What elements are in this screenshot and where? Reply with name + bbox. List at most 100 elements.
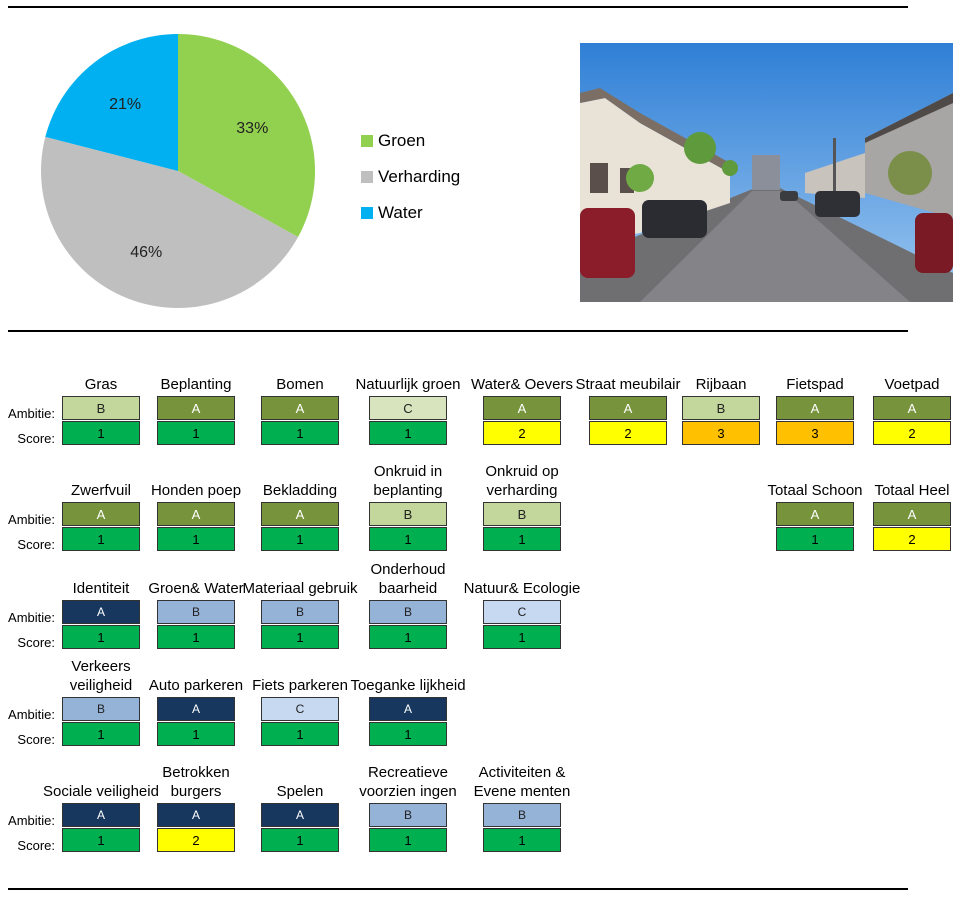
ambitie-box: A: [873, 396, 951, 420]
ambitie-box: A: [776, 502, 854, 526]
aspect-title: Groen& Water: [148, 580, 244, 597]
ambitie-box: B: [157, 600, 235, 624]
aspect-cell: Zwerfvuil A 1: [62, 482, 140, 551]
legend-label: Groen: [378, 131, 426, 150]
aspect-title: Honden poep: [150, 482, 242, 499]
aspect-cell: Totaal Heel A 2: [873, 482, 951, 551]
ambitie-box: A: [157, 697, 235, 721]
aspect-title: Totaal Heel: [874, 482, 950, 499]
score-box: 1: [369, 722, 447, 746]
aspect-title: Onderhoud baarheid: [370, 561, 446, 597]
score-box: 1: [261, 625, 339, 649]
aspect-title: Rijbaan: [695, 376, 747, 393]
score-box: 1: [261, 421, 339, 445]
aspect-cell: Beplanting A 1: [157, 376, 235, 445]
aspect-title: Recreatieve voorzien ingen: [359, 764, 457, 800]
score-box: 3: [682, 421, 760, 445]
ambitie-box: B: [62, 396, 140, 420]
aspect-cell: Honden poep A 1: [151, 482, 241, 551]
aspect-title: Totaal Schoon: [767, 482, 863, 499]
aspect-cell: Toeganke lijkheid A 1: [350, 677, 466, 746]
aspect-cell: Onderhoud baarheid B 1: [369, 561, 447, 649]
legend-item-water: Water: [361, 195, 460, 231]
aspect-title: Verkeers veiligheid: [69, 658, 133, 694]
aspect-title: Bomen: [276, 376, 324, 393]
score-box: 2: [873, 527, 951, 551]
score-box: 1: [62, 625, 140, 649]
aspect-cell: Bomen A 1: [261, 376, 339, 445]
aspect-cell: Verkeers veiligheid B 1: [62, 658, 140, 746]
aspect-cell: Onkruid op verharding B 1: [483, 463, 561, 551]
aspect-cell: Groen& Water B 1: [148, 580, 244, 649]
ambitie-box: A: [157, 396, 235, 420]
row-label-score: Score:: [17, 732, 55, 747]
aspect-title: Water& Oevers: [471, 376, 573, 393]
aspect-cell: Onkruid in beplanting B 1: [369, 463, 447, 551]
ambitie-box: C: [369, 396, 447, 420]
ambitie-box: A: [776, 396, 854, 420]
legend-label: Verharding: [378, 167, 461, 186]
score-box: 1: [369, 625, 447, 649]
aspect-cell: Fiets parkeren C 1: [252, 677, 348, 746]
ambitie-box: B: [369, 600, 447, 624]
score-box: 1: [62, 828, 140, 852]
aspect-cell: Sociale veiligheid A 1: [43, 783, 159, 852]
score-box: 1: [261, 828, 339, 852]
aspect-title: Materiaal gebruik: [242, 580, 358, 597]
pie-data-label: 33%: [236, 120, 268, 137]
score-box: 1: [369, 421, 447, 445]
score-box: 1: [483, 527, 561, 551]
score-box: 1: [776, 527, 854, 551]
aspect-cell: Bekladding A 1: [261, 482, 339, 551]
ambitie-box: B: [369, 803, 447, 827]
aspect-title: Gras: [84, 376, 118, 393]
aspect-title: Onkruid in beplanting: [373, 463, 443, 499]
row-label-ambitie: Ambitie:: [8, 512, 55, 527]
aspect-title: Fietspad: [786, 376, 844, 393]
aspect-cell: Fietspad A 3: [776, 376, 854, 445]
aspect-title: Voetpad: [884, 376, 940, 393]
score-box: 2: [589, 421, 667, 445]
ambitie-box: B: [369, 502, 447, 526]
aspect-cell: Natuur& Ecologie C 1: [464, 580, 580, 649]
score-box: 2: [873, 421, 951, 445]
legend-label: Water: [378, 203, 423, 222]
ambitie-box: A: [261, 803, 339, 827]
legend-swatch: [361, 135, 373, 147]
ambitie-box: B: [682, 396, 760, 420]
ambitie-box: A: [369, 697, 447, 721]
ambitie-box: A: [261, 396, 339, 420]
pie-slice-water: [45, 34, 178, 171]
bottom-rule: [8, 888, 908, 890]
top-rule: [8, 6, 908, 8]
aspect-cell: Water& Oevers A 2: [471, 376, 573, 445]
score-box: 2: [483, 421, 561, 445]
street-photo: [580, 43, 953, 302]
score-box: 1: [157, 625, 235, 649]
score-box: 1: [369, 828, 447, 852]
aspect-title: Auto parkeren: [148, 677, 244, 694]
score-box: 1: [157, 421, 235, 445]
aspect-cell: Gras B 1: [62, 376, 140, 445]
aspect-cell: Materiaal gebruik B 1: [242, 580, 358, 649]
pie-chart: 33% 46% 21%: [40, 34, 315, 308]
ambitie-box: A: [157, 502, 235, 526]
ambitie-box: B: [483, 502, 561, 526]
row-label-ambitie: Ambitie:: [8, 707, 55, 722]
score-box: 1: [483, 625, 561, 649]
row-label-ambitie: Ambitie:: [8, 406, 55, 421]
aspect-cell: Natuurlijk groen C 1: [355, 376, 461, 445]
aspect-cell: Rijbaan B 3: [682, 376, 760, 445]
ambitie-box: A: [62, 803, 140, 827]
ambitie-box: B: [261, 600, 339, 624]
aspect-cell: Straat meubilair A 2: [575, 376, 681, 445]
ambitie-box: A: [483, 396, 561, 420]
aspect-cell: Voetpad A 2: [873, 376, 951, 445]
ambitie-box: A: [62, 502, 140, 526]
row-label-score: Score:: [17, 838, 55, 853]
ambitie-box: A: [261, 502, 339, 526]
score-box: 2: [157, 828, 235, 852]
legend-item-verharding: Verharding: [361, 159, 460, 195]
pie-data-label: 46%: [130, 244, 162, 261]
row-label-score: Score:: [17, 537, 55, 552]
